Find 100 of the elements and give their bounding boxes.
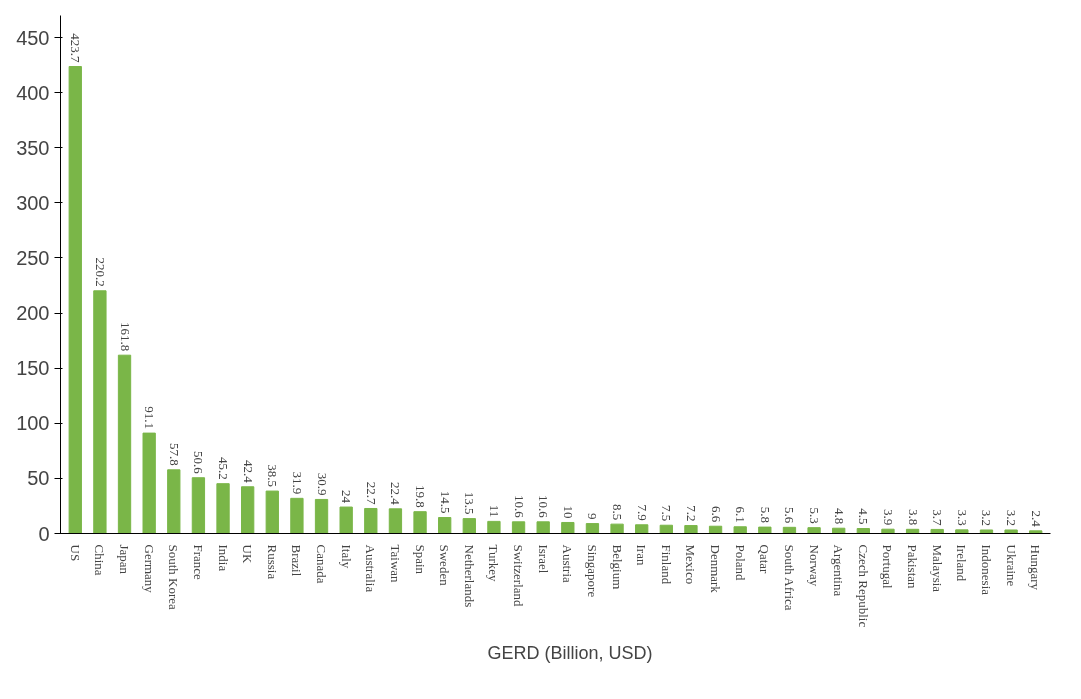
data-label: 7.5	[659, 504, 675, 522]
bar	[117, 354, 132, 534]
x-tick-label: Spain	[412, 544, 428, 575]
data-label: 50.6	[191, 450, 207, 475]
x-tick-label: Singapore	[584, 544, 600, 598]
data-label: 7.9	[634, 504, 650, 521]
bar	[807, 527, 821, 534]
bar	[142, 432, 156, 534]
y-tick-label: 350	[16, 136, 50, 159]
bar	[388, 508, 403, 534]
data-label: 5.3	[807, 507, 823, 524]
x-tick-label: Denmark	[708, 544, 724, 594]
text: GERD (Billion, USD)	[487, 642, 653, 663]
data-label: 220.2	[92, 257, 108, 287]
x-tick-label: Austria	[560, 544, 576, 583]
bar	[536, 521, 550, 534]
data-label: 3.8	[905, 509, 921, 526]
bar	[167, 469, 181, 534]
x-tick-label: Brazil	[289, 544, 305, 577]
bar	[1004, 529, 1018, 534]
bar	[561, 521, 575, 534]
data-label: 10.6	[511, 495, 527, 519]
data-label: 11	[486, 504, 502, 518]
data-label: 42.4	[240, 460, 256, 484]
x-tick-label: Netherlands	[461, 544, 477, 608]
data-label: 4.8	[831, 507, 847, 525]
x-tick-label: Hungary	[1028, 544, 1044, 591]
bar	[585, 523, 600, 534]
data-label: 19.8	[413, 484, 429, 508]
y-tick-label: 150	[16, 357, 50, 380]
x-tick-label: China	[92, 544, 108, 576]
data-label: 14.5	[437, 490, 453, 514]
data-label: 91.1	[142, 406, 158, 430]
bar	[955, 529, 969, 534]
x-tick-label: Germany	[141, 544, 157, 594]
data-label: 3.2	[1004, 509, 1020, 526]
bar	[832, 527, 846, 534]
x-tick-label: Pakistan	[905, 544, 921, 590]
data-label: 45.2	[216, 456, 232, 480]
data-label: 38.5	[265, 464, 281, 488]
bar	[339, 506, 353, 534]
data-label: 2.4	[1028, 510, 1044, 528]
data-label: 24	[339, 490, 355, 504]
x-tick-label: Russia	[264, 544, 280, 580]
data-label: 3.2	[979, 509, 995, 526]
data-label: 22.4	[388, 482, 404, 506]
data-label: 6.1	[733, 506, 749, 523]
data-label: 22.7	[363, 481, 379, 505]
data-label: 8.5	[610, 503, 626, 521]
x-tick-label: Turkey	[486, 544, 502, 583]
bar	[610, 523, 624, 534]
bar	[93, 290, 107, 534]
x-tick-label: Ireland	[954, 544, 970, 582]
bar	[684, 525, 698, 534]
data-label: 161.8	[117, 321, 133, 352]
x-tick-label: Qatar	[757, 544, 773, 575]
x-tick-label: UK	[240, 544, 256, 564]
data-label: 9	[585, 513, 601, 520]
bar	[438, 517, 452, 534]
x-tick-label: Australia	[363, 544, 379, 593]
data-label: 3.7	[930, 509, 946, 526]
bar	[487, 520, 501, 534]
x-tick-label: Japan	[117, 544, 133, 575]
data-label: 3.3	[954, 509, 970, 526]
data-label: 57.8	[166, 443, 182, 466]
bar	[511, 521, 526, 534]
data-label: 5.8	[757, 506, 773, 524]
bar	[462, 518, 476, 534]
data-label: 31.9	[289, 471, 305, 495]
y-tick-label: 250	[16, 246, 50, 269]
bar	[758, 526, 772, 534]
y-tick-label: 200	[16, 302, 50, 325]
bar	[241, 486, 255, 534]
bar	[191, 477, 206, 534]
data-label: 4.5	[856, 508, 872, 525]
x-tick-label: Indonesia	[978, 544, 994, 596]
bar	[979, 529, 994, 534]
y-tick-label: 50	[27, 467, 50, 490]
x-tick-label: Argentina	[831, 544, 847, 597]
x-tick-label: Malaysia	[929, 544, 945, 593]
data-label: 7.2	[683, 505, 699, 522]
x-tick-label: Czech Republic	[855, 544, 871, 628]
y-tick-label: 450	[16, 26, 50, 49]
y-tick-label: 400	[16, 81, 50, 104]
data-label: 10.6	[536, 495, 552, 519]
x-tick-label: South Africa	[781, 544, 797, 611]
bar	[930, 528, 944, 534]
x-tick-label: Italy	[338, 544, 354, 569]
x-tick-label: Iran	[634, 544, 650, 566]
data-label: 3.9	[880, 508, 896, 526]
x-tick-label: Norway	[806, 544, 822, 587]
x-tick-label: India	[215, 544, 231, 572]
bar	[68, 66, 82, 534]
data-label: 13.5	[462, 491, 478, 515]
x-tick-label: Israel	[535, 544, 551, 574]
bar	[635, 524, 649, 534]
x-tick-label: Taiwan	[387, 544, 403, 584]
x-tick-label: Mexico	[683, 544, 699, 585]
bar	[856, 528, 870, 534]
bar	[364, 507, 378, 534]
